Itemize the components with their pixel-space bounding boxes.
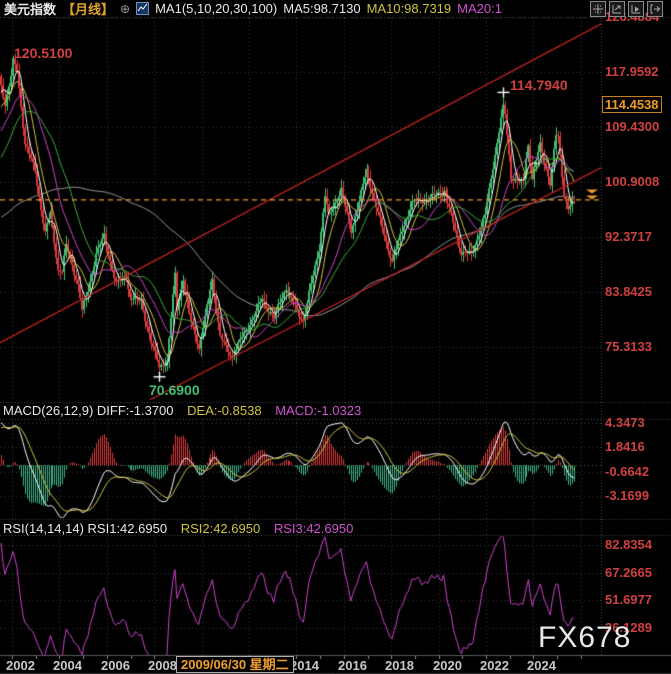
macd-value: MACD:-1.0323 xyxy=(275,403,362,418)
time-axis-tick: 2020 xyxy=(433,658,462,673)
macd-axis-label: -0.6642 xyxy=(605,463,650,479)
axes-play-icon[interactable] xyxy=(628,0,644,17)
crosshair-date-box: 2009/06/30 星期二 xyxy=(176,656,294,673)
rsi-axis-label: 67.2665 xyxy=(605,564,652,580)
rsi-axis-label: 51.6977 xyxy=(605,592,652,608)
chart-type-icon[interactable] xyxy=(136,2,150,15)
time-axis-tick: 2008 xyxy=(148,658,177,673)
time-axis-tick: 2024 xyxy=(527,658,556,673)
macd-axis-label: 4.3473 xyxy=(605,415,645,430)
price-axis-label: 109.4300 xyxy=(605,119,660,134)
rsi-header: RSI(14,14,14) RSI1:42.6950 RSI2:42.6950 … xyxy=(3,521,353,536)
macd-axis-label: -3.1699 xyxy=(605,487,650,503)
time-axis-tick: 2004 xyxy=(53,658,82,673)
ma5-value: MA5:98.7130 xyxy=(283,1,361,16)
rsi-axis-label: 82.8354 xyxy=(605,537,652,552)
time-axis-tick: 2002 xyxy=(6,658,35,673)
low-price-annotation: 70.6900 xyxy=(149,382,200,398)
ma20-value: MA20:1 xyxy=(457,1,502,16)
pan-right-icon[interactable] xyxy=(647,0,663,17)
axes-zoom-icon[interactable] xyxy=(609,0,625,17)
price-tag-label: 114.4538 xyxy=(602,96,662,113)
peak-price-annotation: 114.7940 xyxy=(510,77,568,93)
time-axis-tick: 2014 xyxy=(290,658,319,673)
macd-header: MACD(26,12,9) DIFF:-1.3700 DEA:-0.8538 M… xyxy=(3,403,361,418)
symbol-title: 美元指数 xyxy=(4,2,57,17)
time-axis-tick: 2022 xyxy=(480,658,509,673)
ma-settings-label: MA1(5,10,20,30,100) xyxy=(155,1,278,16)
toolbar xyxy=(590,0,663,17)
rsi3-value: RSI3:42.6950 xyxy=(273,521,354,536)
price-axis-label: 92.3717 xyxy=(605,229,652,244)
time-axis-tick: 2006 xyxy=(101,658,130,673)
rsi2-value: RSI2:42.6950 xyxy=(180,521,261,536)
chart-header-bar: 美元指数 【月线】 ⊕ MA1(5,10,20,30,100) MA5:98.7… xyxy=(0,0,671,17)
macd-dea-value: DEA:-0.8538 xyxy=(187,403,262,418)
macd-title: MACD(26,12,9) DIFF:-1.3700 xyxy=(3,403,174,418)
ma10-value: MA10:98.7319 xyxy=(366,1,452,16)
circle-plus-icon[interactable]: ⊕ xyxy=(120,1,131,16)
rsi-title: RSI(14,14,14) RSI1:42.6950 xyxy=(3,521,168,536)
time-axis-tick: 2018 xyxy=(385,658,414,673)
high-price-annotation: 120.5100 xyxy=(14,45,73,61)
rsi-axis-label: 36.1289 xyxy=(605,620,652,635)
price-axis-label: 117.9592 xyxy=(605,64,659,79)
macd-axis-label: 1.8416 xyxy=(605,439,645,455)
price-axis-label: 75.3133 xyxy=(605,339,652,354)
watermark-logo: FX678 xyxy=(538,621,632,654)
time-axis-tick: 2016 xyxy=(338,658,367,673)
period-selector[interactable]: 【月线】 xyxy=(62,2,115,17)
price-axis-label: 100.9008 xyxy=(605,174,660,189)
crosshair-move-icon[interactable] xyxy=(590,0,606,17)
price-axis-label: 83.8425 xyxy=(605,284,652,299)
